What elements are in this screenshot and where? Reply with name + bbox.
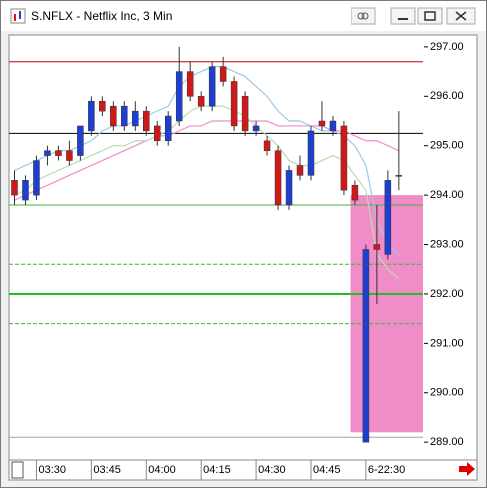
candle-body <box>285 170 293 206</box>
x-tick-label: 6-22:30 <box>368 464 405 476</box>
y-tick-label: 293.00 <box>430 238 464 250</box>
candle-body <box>186 71 194 97</box>
scroll-box[interactable] <box>11 461 24 479</box>
candle-body <box>263 140 271 151</box>
time-axis <box>8 459 478 481</box>
y-tick-label: 297.00 <box>430 41 464 53</box>
candle-body <box>132 110 139 127</box>
candle-body <box>143 110 150 132</box>
x-tick-label: 04:15 <box>203 464 231 476</box>
window-buttons <box>351 7 476 25</box>
close-button[interactable] <box>446 7 476 25</box>
link-button[interactable] <box>351 7 376 25</box>
y-tick-label: 294.00 <box>430 189 464 201</box>
candle-body <box>351 184 359 201</box>
candle-body <box>77 125 84 156</box>
candle-body <box>318 120 326 127</box>
candle-body <box>274 150 282 206</box>
window-title: S.NFLX - Netflix Inc, 3 Min <box>31 9 173 23</box>
candle-body <box>88 100 95 132</box>
candle-body <box>121 105 128 127</box>
app-icon <box>10 8 26 24</box>
candle-body <box>219 66 227 82</box>
x-tick-label: 04:45 <box>313 464 341 476</box>
candle-body <box>252 125 260 132</box>
candle-body <box>44 150 51 156</box>
chart: 297.00 296.00 295.00 294.00 293.00 292.00 291.… <box>8 34 478 481</box>
candle-body <box>373 244 381 250</box>
candle-body <box>307 130 315 176</box>
candle-body <box>22 180 29 201</box>
candle-body <box>208 66 216 107</box>
x-tick-label: 03:30 <box>38 464 66 476</box>
moving-average <box>14 105 400 280</box>
candle-body <box>55 150 62 156</box>
candle-body <box>99 100 106 112</box>
candle-body <box>153 125 161 142</box>
y-tick-label: 291.00 <box>430 337 464 349</box>
maximize-button[interactable] <box>417 7 443 25</box>
scroll-arrow[interactable] <box>459 462 475 476</box>
candle-body <box>296 165 304 176</box>
title-bar: S.NFLX - Netflix Inc, 3 Min <box>1 1 486 31</box>
x-tick-label: 03:45 <box>93 464 121 476</box>
candle-body <box>230 81 238 127</box>
candle-body <box>11 180 18 196</box>
candle-body <box>241 96 249 132</box>
candle-body <box>340 125 348 191</box>
y-tick-label: 292.00 <box>430 288 464 300</box>
y-tick-label: 289.00 <box>430 436 464 448</box>
x-tick-label: 04:30 <box>258 464 286 476</box>
x-tick-label: 04:00 <box>148 464 176 476</box>
candle-body <box>175 71 183 122</box>
candle-body <box>197 96 205 107</box>
minimize-button[interactable] <box>390 7 416 25</box>
candle-body <box>395 175 403 177</box>
candle-body <box>33 160 40 196</box>
candle-body <box>329 120 337 132</box>
candle-body <box>164 115 172 142</box>
y-tick-label: 295.00 <box>430 140 464 152</box>
candle-body <box>362 249 370 443</box>
candle-body <box>384 180 392 255</box>
y-tick-label: 296.00 <box>430 90 464 102</box>
candle-body <box>110 105 117 127</box>
candle-body <box>66 150 73 161</box>
y-tick-label: 290.00 <box>430 387 464 399</box>
